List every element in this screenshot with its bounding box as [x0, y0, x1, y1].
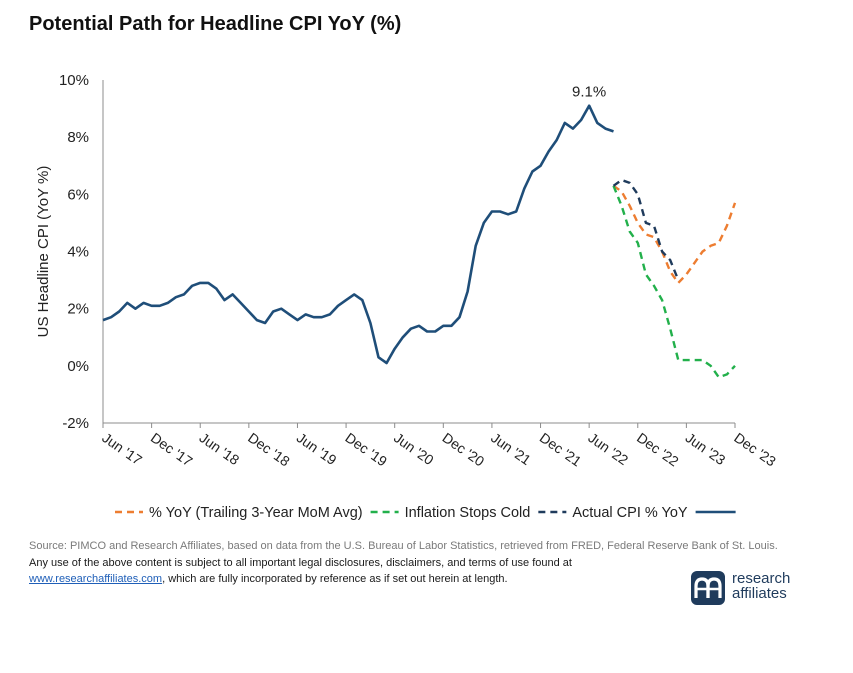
chart-title: Potential Path for Headline CPI YoY (%) [29, 13, 402, 35]
legend-label: Actual CPI % YoY [572, 505, 688, 521]
series-line-1 [612, 185, 736, 379]
peak-annotation: 9.1% [572, 84, 606, 101]
y-tick-label: 8% [67, 129, 89, 146]
x-tick-label: Dec '23 [731, 429, 779, 469]
y-tick-label: 2% [67, 301, 89, 318]
research-affiliates-logo: research affiliates [691, 568, 831, 608]
series-line-0 [612, 184, 737, 285]
annotation-layer: 9.1% [572, 84, 606, 101]
x-tick-label: Dec '21 [537, 429, 585, 469]
legend-item-0: % YoY (Trailing 3-Year MoM Avg) [115, 505, 363, 521]
y-tick-label: 4% [67, 244, 89, 261]
x-tick-label: Dec '18 [245, 429, 293, 469]
legend-label: % YoY (Trailing 3-Year MoM Avg) [149, 505, 363, 521]
x-tick-label: Jun '22 [585, 429, 631, 468]
x-tick-label: Jun '21 [488, 429, 534, 468]
x-tick-label: Jun '20 [391, 429, 437, 468]
x-tick-label: Jun '18 [197, 429, 243, 468]
x-tick-label: Dec '17 [148, 429, 196, 469]
y-tick-label: 0% [67, 358, 89, 375]
legend-item-2: Actual CPI % YoY [538, 505, 688, 521]
logo-word-affiliates: affiliates [732, 585, 787, 602]
research-affiliates-logo-icon [691, 571, 725, 605]
series-line-3 [102, 104, 614, 365]
disclaimer-note: Any use of the above content is subject … [29, 555, 789, 588]
chart-notes: Source: PIMCO and Research Affiliates, b… [29, 538, 789, 588]
website-link[interactable]: www.researchaffiliates.com [29, 573, 163, 585]
x-tick-label: Dec '22 [634, 429, 682, 469]
cpi-line-chart: -2%0%2%4%6%8%10%US Headline CPI (YoY %) … [35, 72, 779, 521]
disclaimer-text-end: , which are fully incorporated by refere… [162, 573, 508, 585]
x-tick-label: Dec '20 [440, 429, 488, 469]
y-tick-label: -2% [62, 415, 89, 432]
y-axis-label: US Headline CPI (YoY %) [35, 166, 52, 338]
y-tick-label: 6% [67, 186, 89, 203]
legend-item-1: Inflation Stops Cold [370, 505, 531, 521]
source-note: Source: PIMCO and Research Affiliates, b… [29, 540, 778, 552]
x-axis: Jun '17 Dec '17 Jun '18 Dec '18 Jun '19 Dec '… [99, 422, 779, 470]
logo-word-research: research [732, 570, 791, 587]
disclaimer-text: Any use of the above content is subject … [29, 556, 572, 569]
series-layer [102, 104, 737, 379]
y-tick-label: 10% [59, 72, 89, 89]
logo-wordmark: research affiliates [732, 571, 790, 601]
x-tick-label: Dec '19 [342, 429, 390, 469]
legend-label: Inflation Stops Cold [405, 505, 531, 521]
legend: % YoY (Trailing 3-Year MoM Avg) Inflation… [115, 505, 736, 521]
x-tick-label: Jun '19 [294, 429, 340, 468]
y-axis: -2% 0% 2% 4% 6% 8% 10% US Headline CPI (YoY %) [35, 72, 104, 432]
series-line-2 [612, 178, 680, 281]
x-tick-label: Jun '23 [683, 429, 729, 468]
x-tick-label: Jun '17 [99, 429, 145, 468]
